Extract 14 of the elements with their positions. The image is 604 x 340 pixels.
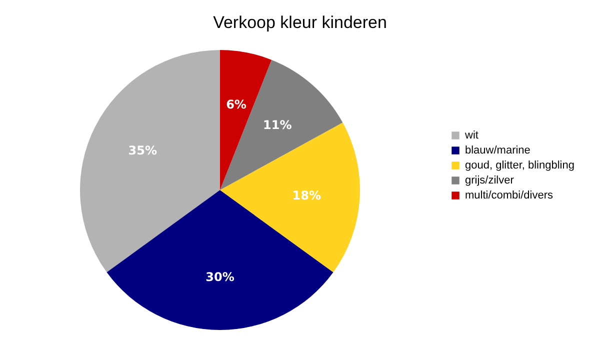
data-label: 30% — [206, 270, 234, 284]
legend-label: multi/combi/divers — [465, 190, 554, 202]
legend-label: blauw/marine — [465, 144, 530, 156]
chart-title: Verkoop kleur kinderen — [213, 13, 387, 32]
legend-label: grijs/zilver — [465, 174, 514, 186]
data-label: 18% — [292, 188, 321, 202]
pie-slice — [106, 190, 334, 330]
legend-label: goud, glitter, blingbling — [465, 160, 574, 172]
pie-slice — [220, 60, 343, 190]
pie-slice — [80, 50, 220, 272]
data-label: 6% — [226, 98, 246, 112]
legend-label: wit — [464, 130, 478, 142]
data-label: 35% — [128, 144, 158, 158]
data-label: 11% — [263, 118, 292, 132]
